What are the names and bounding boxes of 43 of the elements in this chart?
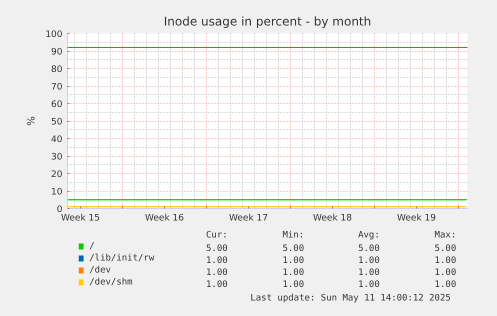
legend-label: /dev: [89, 266, 111, 276]
text: 1.00: [282, 268, 304, 278]
text: Cur:: [206, 230, 228, 240]
text: 1.00: [434, 256, 456, 266]
text: 5.00: [206, 244, 228, 254]
x-tick-label: Week 16: [145, 214, 184, 224]
text: 1.00: [434, 268, 456, 278]
text: 5.00: [282, 244, 304, 254]
x-tick-label: Week 15: [61, 214, 100, 224]
x-tick-label: Week 18: [313, 214, 352, 224]
y-tick-label: 100: [45, 30, 63, 40]
y-tick-label: 60: [51, 100, 63, 110]
legend-label: /: [89, 242, 95, 252]
y-tick-label: 80: [51, 65, 63, 75]
y-tick-label: 70: [51, 82, 63, 92]
y-tick-label: 50: [51, 118, 63, 128]
text: 1.00: [358, 256, 380, 266]
x-tick-label: Week 17: [229, 214, 268, 224]
text: 1.00: [358, 280, 380, 290]
y-tick-label: 40: [51, 135, 63, 145]
y-tick-label: 10: [51, 188, 63, 198]
legend-label: /dev/shm: [89, 278, 133, 288]
text: 1.00: [434, 280, 456, 290]
text: 1.00: [282, 256, 304, 266]
text: 1.00: [282, 280, 304, 290]
text: Max:: [434, 230, 456, 240]
text: 1.00: [358, 268, 380, 278]
text: 1.00: [206, 268, 228, 278]
text: Avg:: [358, 230, 380, 240]
text: Min:: [282, 230, 304, 240]
text: Last update: Sun May 11 14:00:12 2025: [250, 294, 451, 304]
text: 1.00: [206, 280, 228, 290]
text: 5.00: [434, 244, 456, 254]
legend-label: /lib/init/rw: [89, 254, 155, 264]
y-tick-label: 90: [51, 48, 63, 58]
y-axis-title: %: [26, 116, 38, 126]
y-tick-label: 30: [51, 152, 63, 162]
text: 5.00: [358, 244, 380, 254]
y-tick-label: 20: [51, 170, 63, 180]
x-tick-label: Week 19: [397, 214, 436, 224]
chart-title: Inode usage in percent - by month: [164, 14, 372, 28]
y-tick-label: 0: [56, 205, 63, 215]
text: 1.00: [206, 256, 228, 266]
